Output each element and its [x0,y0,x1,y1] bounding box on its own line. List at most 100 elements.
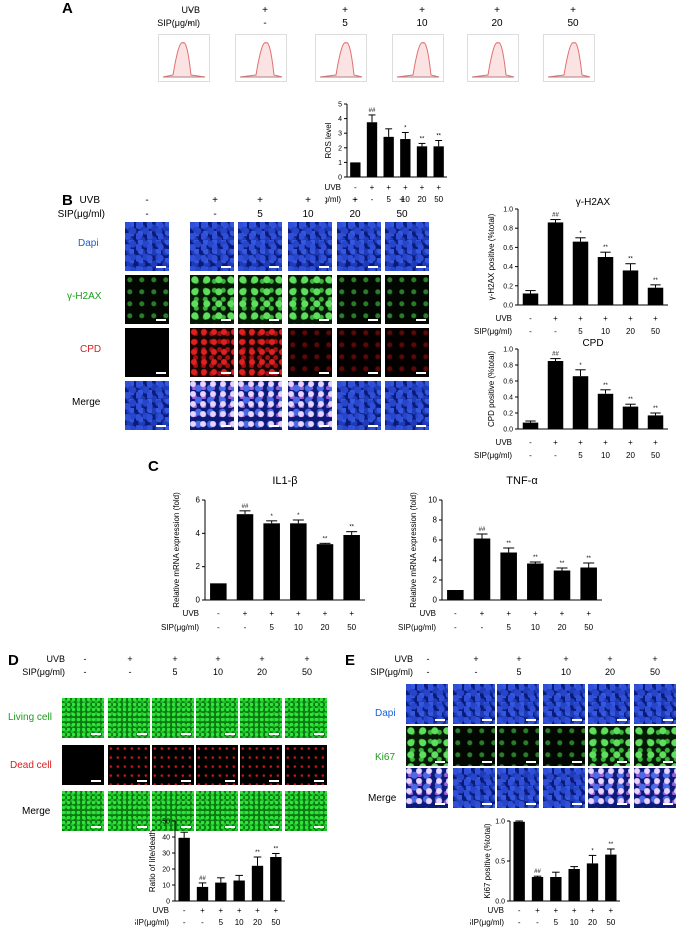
a-uvb-cond-3: + [419,5,425,16]
row-label-merge-d: Merge [22,806,51,817]
d-sip-cond-1: - [128,667,132,677]
d-uvb-cond-0: - [83,654,87,664]
uvb-cond-0: - [354,183,357,192]
bar-0 [447,590,464,600]
d-image-r2-c2 [152,791,194,831]
b-uvb-cond-4: + [352,195,358,206]
sip-row-label: SIP(μg/ml) [474,327,512,336]
scale-bar [137,733,147,735]
d-image-r1-c1 [108,745,150,785]
flow-histogram-0 [158,34,210,82]
sip-cond-3: 10 [294,623,303,632]
e-image-r1-c1 [453,726,495,766]
bar-2 [500,552,517,600]
d-image-r0-c1 [108,698,150,738]
y-tick-label: 1.0 [503,347,513,354]
y-tick-label: 0.4 [503,395,513,402]
d-image-r0-c2 [152,698,194,738]
scale-bar [368,266,378,268]
scale-bar [526,803,536,805]
scale-bar [221,319,231,321]
scale-bar [572,761,582,763]
bar-4 [316,544,334,600]
sip-cond-2: 5 [506,623,511,632]
y-tick-label: 8 [433,516,438,525]
bar-5 [433,146,444,177]
significance-4: * [591,848,594,854]
significance-2: * [579,231,582,237]
uvb-cond-2: + [218,906,223,915]
sip-cond-5: 50 [651,451,660,460]
e-image-r2-c1 [453,768,495,808]
uvb-cond-3: + [603,438,608,447]
bar-0 [350,162,361,177]
bar-2 [215,882,227,901]
b-image-r1-c4 [337,275,381,324]
significance-4: ** [628,257,633,263]
y-tick-label: 4 [196,529,201,538]
e-image-r2-c0 [406,768,448,808]
scale-bar [91,780,101,782]
uvb-cond-0: - [529,314,532,323]
significance-4: ** [628,397,633,403]
bar-5 [647,415,664,429]
scale-bar [156,319,166,321]
sip-cond-4: 20 [253,918,262,927]
scale-bar [319,372,329,374]
scale-bar [314,733,324,735]
d-sip-cond-2: 5 [172,667,178,677]
uvb-cond-5: + [349,609,354,618]
sip-cond-1: - [481,623,484,632]
scale-bar [156,372,166,374]
sip-cond-4: 20 [321,623,330,632]
uvb-cond-2: + [269,609,274,618]
uvb-cond-2: + [553,906,558,915]
sip-cond-1: - [371,195,374,204]
a-uvb-cond-4: + [494,5,500,16]
sip-cond-1: - [554,327,557,336]
bar-5 [580,567,597,600]
d-image-r1-c0 [62,745,104,785]
b-image-r3-c2 [238,381,282,430]
uvb-label-a: UVB [181,5,200,15]
bar-3 [527,563,544,600]
d-image-r1-c2 [152,745,194,785]
significance-4: ** [255,850,260,856]
scale-bar [221,372,231,374]
sip-cond-3: 10 [601,327,610,336]
scale-bar [225,733,235,735]
y-tick-label: 5 [338,102,342,109]
significance-1: ## [199,876,206,882]
uvb-cond-0: - [518,906,521,915]
scale-bar [319,319,329,321]
a-sip-cond-0: - [188,18,192,29]
sip-cond-2: 5 [219,918,224,927]
b-image-r0-c1 [190,222,234,271]
d-image-r0-c4 [240,698,282,738]
bar-0 [522,422,539,429]
significance-4: ** [420,136,425,142]
b-uvb-cond-1: + [212,195,218,206]
b-image-r1-c3 [288,275,332,324]
significance-1: ## [534,869,541,875]
y-tick-label: 0 [338,175,342,182]
b-image-r0-c3 [288,222,332,271]
e-image-r0-c0 [406,684,448,724]
row-label-dead: Dead cell [10,760,52,771]
a-sip-cond-4: 20 [491,18,503,29]
flow-histogram-5 [543,34,595,82]
scale-bar [156,425,166,427]
cpd-bar-chart: CPD CPD positive (%total) 0.0 0.2 0.4 0.6 0.8 1… [474,338,668,460]
bar-3 [290,523,307,600]
scale-bar [617,719,627,721]
chart-title: CPD [582,338,603,349]
bar-1 [547,361,564,429]
uvb-cond-3: + [237,906,242,915]
uvb-cond-4: + [323,609,328,618]
y-axis-label: ROS level [325,122,333,158]
scale-bar [269,733,279,735]
scale-bar [617,761,627,763]
uvb-row-label: UVB [420,609,436,618]
h2ax-bar-chart: γ-H2AX γ-H2AX positive (%total) 0.0 0.2 0.4 0… [474,197,668,336]
d-sip-cond-3: 10 [212,667,223,677]
